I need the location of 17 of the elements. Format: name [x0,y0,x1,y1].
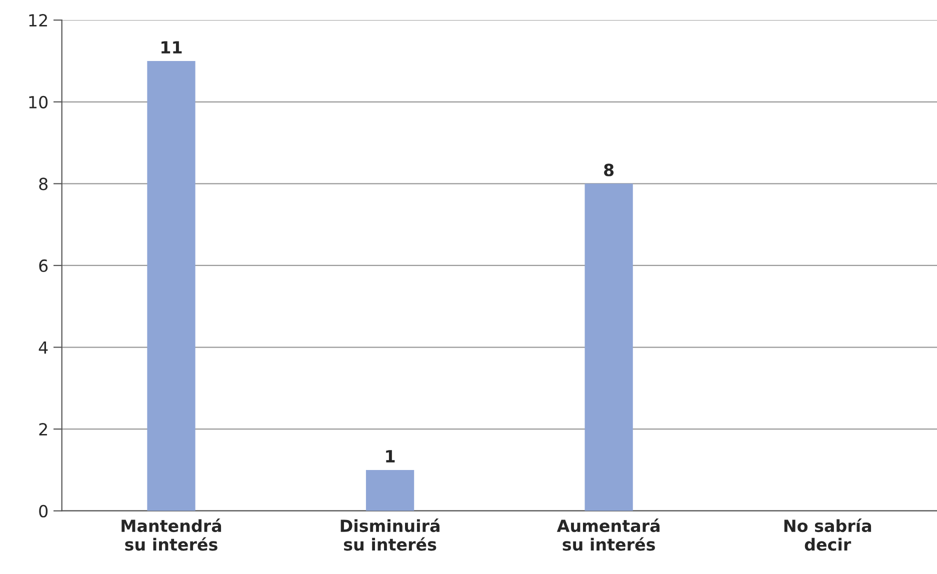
bar [584,184,633,511]
x-tick-label: Mantendrá su interés [122,518,222,551]
y-tick-label: 8 [39,178,48,190]
y-tick-label: 2 [39,423,47,436]
y-tick-label: 0 [39,504,48,518]
x-tick-label: Disminuirá su interés [340,518,440,551]
y-tick-label: 4 [38,341,48,354]
data-label: 11 [162,41,182,54]
data-label: 1 [386,450,395,462]
y-tick-label: 6 [39,259,48,272]
bar [147,60,196,511]
y-tick-label: 12 [29,14,47,26]
bar [366,470,414,511]
x-tick-label: Aumentará su interés [556,518,660,551]
y-tick-label: 10 [29,96,48,108]
x-tick-label: No sabría decir [784,518,872,551]
data-label: 8 [604,164,614,176]
